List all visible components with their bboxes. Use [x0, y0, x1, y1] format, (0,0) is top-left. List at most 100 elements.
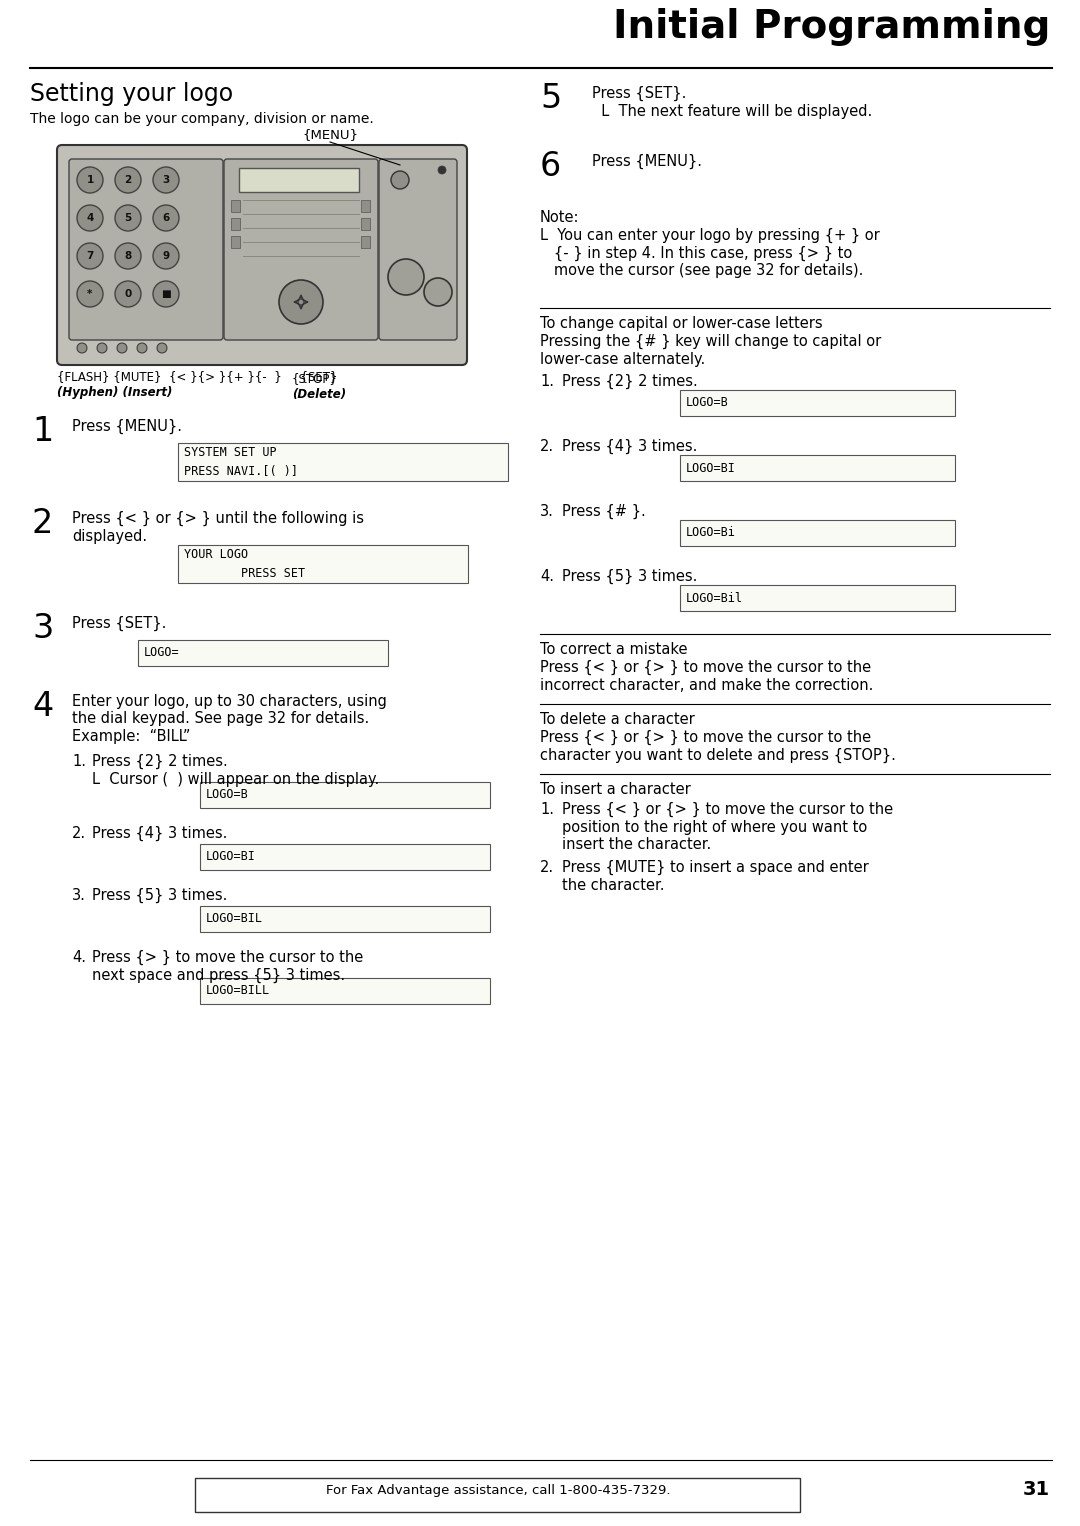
Text: LOGO=B: LOGO=B: [206, 789, 248, 801]
Circle shape: [97, 343, 107, 353]
Circle shape: [279, 279, 323, 324]
Circle shape: [153, 166, 179, 192]
Circle shape: [77, 166, 103, 192]
Text: 4.: 4.: [540, 569, 554, 584]
Bar: [200, 906, 490, 932]
Text: (Delete): (Delete): [292, 388, 346, 401]
Bar: [231, 200, 240, 212]
Bar: [680, 520, 955, 546]
Text: Press {< } or {> } to move the cursor to the
incorrect character, and make the c: Press {< } or {> } to move the cursor to…: [540, 661, 874, 693]
Text: 2: 2: [32, 507, 53, 540]
Bar: [361, 218, 370, 230]
Bar: [200, 781, 490, 807]
Bar: [200, 978, 490, 1004]
Text: Press {2} 2 times.
L  Cursor (  ) will appear on the display.: Press {2} 2 times. L Cursor ( ) will app…: [92, 754, 379, 786]
Text: 4: 4: [86, 214, 94, 223]
Text: LOGO=BIL: LOGO=BIL: [206, 913, 264, 925]
Bar: [231, 218, 240, 230]
Text: Press {5} 3 times.: Press {5} 3 times.: [562, 569, 698, 584]
Circle shape: [117, 343, 127, 353]
Text: To correct a mistake: To correct a mistake: [540, 642, 688, 658]
Text: LOGO=B: LOGO=B: [686, 397, 729, 409]
Text: 2.: 2.: [540, 439, 554, 455]
Bar: [680, 391, 955, 417]
Text: 1.: 1.: [72, 754, 86, 769]
Circle shape: [77, 281, 103, 307]
Text: Setting your logo: Setting your logo: [30, 82, 233, 105]
Text: {STOP}: {STOP}: [292, 372, 338, 385]
Circle shape: [438, 166, 446, 174]
Text: Press {4} 3 times.: Press {4} 3 times.: [92, 826, 228, 841]
Text: 3: 3: [32, 612, 53, 645]
Text: 7: 7: [86, 250, 94, 261]
Text: 2: 2: [124, 175, 132, 185]
Text: LOGO=BILL: LOGO=BILL: [206, 984, 270, 998]
FancyBboxPatch shape: [224, 159, 378, 340]
Text: PRESS SET: PRESS SET: [184, 568, 306, 580]
FancyBboxPatch shape: [239, 168, 359, 192]
Text: Press {MENU}.: Press {MENU}.: [592, 154, 702, 169]
Text: Press {< } or {> } to move the cursor to the
position to the right of where you : Press {< } or {> } to move the cursor to…: [562, 803, 893, 852]
Circle shape: [391, 171, 409, 189]
Circle shape: [424, 278, 453, 307]
Text: 6: 6: [540, 150, 562, 183]
Circle shape: [77, 243, 103, 269]
Circle shape: [114, 204, 141, 230]
Text: Press {MENU}.: Press {MENU}.: [72, 420, 183, 435]
Circle shape: [114, 281, 141, 307]
Circle shape: [77, 204, 103, 230]
Bar: [138, 639, 388, 665]
Bar: [361, 200, 370, 212]
Text: For Fax Advantage assistance, call 1-800-435-7329.: For Fax Advantage assistance, call 1-800…: [326, 1483, 671, 1497]
Text: Initial Programming: Initial Programming: [612, 8, 1050, 46]
Text: *: *: [87, 288, 93, 299]
Text: 2.: 2.: [72, 826, 86, 841]
Circle shape: [153, 281, 179, 307]
Bar: [200, 844, 490, 870]
Text: Enter your logo, up to 30 characters, using
the dial keypad. See page 32 for det: Enter your logo, up to 30 characters, us…: [72, 694, 387, 743]
Text: Note:: Note:: [540, 211, 580, 224]
Text: 1: 1: [86, 175, 94, 185]
Text: {MENU}: {MENU}: [302, 128, 357, 140]
Text: Press {5} 3 times.: Press {5} 3 times.: [92, 888, 228, 903]
Text: LOGO=BI: LOGO=BI: [686, 461, 735, 475]
Text: L  You can enter your logo by pressing {+ } or
   {- } in step 4. In this case, : L You can enter your logo by pressing {+…: [540, 227, 880, 278]
Text: To change capital or lower-case letters: To change capital or lower-case letters: [540, 316, 823, 331]
Text: (Hyphen) (Insert): (Hyphen) (Insert): [57, 386, 173, 398]
Circle shape: [137, 343, 147, 353]
Text: Press {4} 3 times.: Press {4} 3 times.: [562, 439, 698, 455]
Bar: [178, 443, 508, 481]
Circle shape: [77, 343, 87, 353]
Text: LOGO=Bil: LOGO=Bil: [686, 592, 743, 604]
Text: 1.: 1.: [540, 803, 554, 816]
Text: 9: 9: [162, 250, 170, 261]
FancyBboxPatch shape: [379, 159, 457, 340]
Text: Pressing the {# } key will change to capital or
lower-case alternately.: Pressing the {# } key will change to cap…: [540, 334, 881, 366]
Text: Press {# }.: Press {# }.: [562, 504, 646, 519]
Text: 5: 5: [124, 214, 132, 223]
Bar: [178, 545, 468, 583]
Text: SYSTEM SET UP: SYSTEM SET UP: [184, 446, 276, 459]
Bar: [680, 584, 955, 610]
FancyBboxPatch shape: [57, 145, 467, 365]
Text: Press {SET}.
  L  The next feature will be displayed.: Press {SET}. L The next feature will be …: [592, 85, 873, 119]
FancyBboxPatch shape: [69, 159, 222, 340]
Text: Press {< } or {> } to move the cursor to the
character you want to delete and pr: Press {< } or {> } to move the cursor to…: [540, 729, 896, 763]
Circle shape: [114, 166, 141, 192]
Bar: [361, 237, 370, 249]
Text: 5: 5: [540, 82, 562, 114]
Circle shape: [388, 259, 424, 295]
Text: 1: 1: [32, 415, 53, 449]
Bar: [680, 455, 955, 481]
Text: LOGO=BI: LOGO=BI: [206, 850, 256, 864]
Text: YOUR LOGO: YOUR LOGO: [184, 548, 248, 562]
Text: To insert a character: To insert a character: [540, 781, 691, 797]
Text: Press {SET}.: Press {SET}.: [72, 617, 166, 632]
Circle shape: [114, 243, 141, 269]
Text: PRESS NAVI.[( )]: PRESS NAVI.[( )]: [184, 465, 298, 478]
Text: LOGO=: LOGO=: [144, 647, 179, 659]
Text: 3: 3: [162, 175, 170, 185]
Text: 1.: 1.: [540, 374, 554, 389]
Circle shape: [153, 243, 179, 269]
Text: LOGO=Bi: LOGO=Bi: [686, 526, 735, 540]
